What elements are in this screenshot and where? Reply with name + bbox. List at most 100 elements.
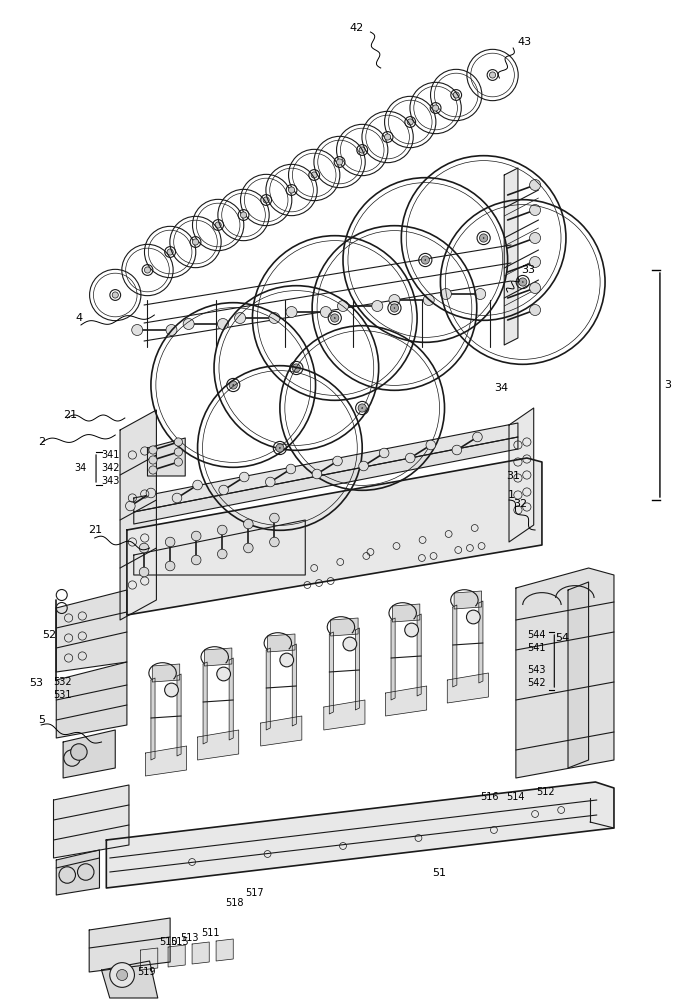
Circle shape [263,197,269,203]
Circle shape [117,970,128,980]
Circle shape [358,404,366,412]
Polygon shape [266,648,270,730]
Circle shape [191,555,201,565]
Text: 53: 53 [29,678,43,688]
Circle shape [166,325,177,335]
Circle shape [165,537,175,547]
Text: 513: 513 [180,933,198,943]
Polygon shape [141,948,158,970]
Circle shape [530,257,541,267]
Text: 21: 21 [88,525,102,535]
Polygon shape [63,730,115,778]
Text: 3: 3 [664,380,671,390]
Polygon shape [56,850,99,895]
Polygon shape [134,520,305,575]
Polygon shape [127,458,542,615]
Circle shape [312,469,322,479]
Polygon shape [204,648,232,666]
Circle shape [320,307,331,317]
Polygon shape [134,437,518,524]
Polygon shape [355,628,359,710]
Polygon shape [145,746,187,776]
Text: 510: 510 [159,937,178,947]
Polygon shape [168,945,185,967]
Text: 34: 34 [74,463,86,473]
Polygon shape [56,590,127,672]
Text: 21: 21 [63,410,78,420]
Text: 2: 2 [38,437,45,447]
Text: 33: 33 [521,265,535,275]
Polygon shape [134,423,518,512]
Circle shape [405,453,415,463]
Polygon shape [120,410,156,620]
Circle shape [276,444,284,452]
Circle shape [174,448,182,456]
Text: 512: 512 [536,787,555,797]
Circle shape [452,445,462,455]
Circle shape [126,501,135,511]
Polygon shape [479,601,483,683]
Text: 4: 4 [75,313,82,323]
Polygon shape [216,939,233,961]
Text: 541: 541 [527,643,545,653]
Circle shape [519,278,527,286]
Circle shape [265,477,275,487]
Circle shape [217,319,228,329]
Circle shape [167,249,173,255]
Text: 516: 516 [480,792,499,802]
Text: 343: 343 [102,476,120,486]
Circle shape [359,147,365,153]
Polygon shape [54,785,129,858]
Circle shape [149,446,157,454]
Circle shape [379,448,389,458]
Polygon shape [147,438,185,476]
Circle shape [191,531,201,541]
Circle shape [165,683,178,697]
Polygon shape [106,782,614,888]
Circle shape [475,289,486,299]
Circle shape [292,364,300,372]
Polygon shape [324,700,365,730]
Polygon shape [509,408,534,542]
Circle shape [440,289,451,299]
Circle shape [390,304,399,312]
Circle shape [132,325,143,335]
Circle shape [359,461,368,471]
Circle shape [145,267,150,273]
Circle shape [165,561,175,571]
Polygon shape [391,618,395,700]
Circle shape [149,456,157,464]
Circle shape [215,222,221,228]
Circle shape [193,239,198,245]
Circle shape [241,212,246,218]
Polygon shape [392,604,420,622]
Circle shape [286,464,296,474]
Circle shape [244,543,253,553]
Circle shape [239,472,249,482]
Circle shape [331,314,339,322]
Polygon shape [229,658,233,740]
Text: 1: 1 [508,490,514,500]
Polygon shape [268,634,295,652]
Circle shape [280,653,294,667]
Polygon shape [386,686,427,716]
Circle shape [219,485,228,495]
Polygon shape [292,644,296,726]
Circle shape [139,567,149,577]
Polygon shape [177,674,181,756]
Polygon shape [331,618,358,636]
Circle shape [110,963,134,987]
Text: 43: 43 [518,37,532,47]
Circle shape [530,180,541,190]
Polygon shape [89,918,170,972]
Text: 544: 544 [527,630,545,640]
Circle shape [270,537,279,547]
Polygon shape [261,716,302,746]
Text: 34: 34 [494,383,508,393]
Circle shape [235,313,246,323]
Polygon shape [198,730,239,760]
Text: 532: 532 [54,677,72,687]
Circle shape [217,667,230,681]
Text: 531: 531 [54,690,72,700]
Polygon shape [504,168,518,345]
